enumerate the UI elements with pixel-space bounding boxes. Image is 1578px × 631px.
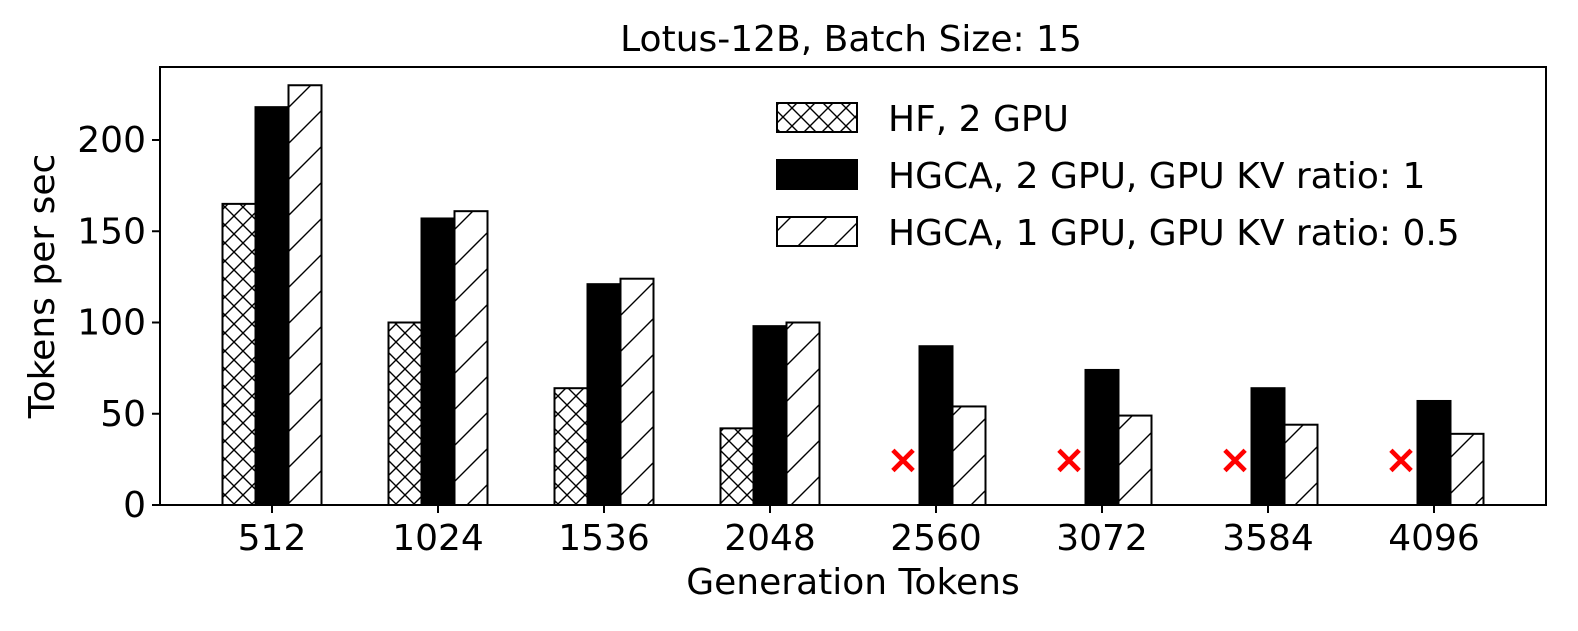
chart-title: Lotus-12B, Batch Size: 15 <box>620 19 1082 60</box>
x-axis-label: Generation Tokens <box>686 562 1019 603</box>
y-tick-label-0: 0 <box>123 485 146 526</box>
y-tick-label-100: 100 <box>77 303 146 344</box>
bar-hgca-1-gpu-gpu-kv-ratio-0-5-3584 <box>1283 423 1319 507</box>
bar-hgca-2-gpu-gpu-kv-ratio-1-2560 <box>918 345 954 506</box>
x-tick-label-2560: 2560 <box>890 518 982 559</box>
bar-hf-2-gpu-1536 <box>553 387 589 507</box>
y-axis-label: Tokens per sec <box>22 154 63 420</box>
bar-hgca-2-gpu-gpu-kv-ratio-1-3584 <box>1250 387 1286 507</box>
bar-hgca-2-gpu-gpu-kv-ratio-1-4096 <box>1416 399 1452 507</box>
bar-hgca-2-gpu-gpu-kv-ratio-1-1024 <box>420 217 456 506</box>
legend-label-hf: HF, 2 GPU <box>888 99 1069 140</box>
legend-swatch-hgca-1gpu <box>776 216 858 247</box>
y-axis: 0 50 100 150 200 <box>77 120 160 526</box>
bar-hgca-1-gpu-gpu-kv-ratio-0-5-1536 <box>619 277 655 507</box>
bar-hf-2-gpu-2048 <box>719 427 755 507</box>
legend-swatch-hgca-2gpu <box>776 159 858 190</box>
x-tick-label-1536: 1536 <box>558 518 650 559</box>
bar-hgca-1-gpu-gpu-kv-ratio-0-5-1024 <box>453 210 489 507</box>
bar-hgca-2-gpu-gpu-kv-ratio-1-3072 <box>1084 368 1120 507</box>
missing-marker-4096: × <box>1384 437 1418 483</box>
x-axis: 512 1024 1536 2048 2560 3072 3584 4096 <box>238 505 1480 559</box>
x-tick-label-512: 512 <box>238 518 307 559</box>
bar-hf-2-gpu-512 <box>221 202 257 506</box>
bar-hgca-1-gpu-gpu-kv-ratio-0-5-512 <box>287 84 323 506</box>
bar-hgca-1-gpu-gpu-kv-ratio-0-5-2560 <box>951 405 987 507</box>
legend-label-hgca-1gpu: HGCA, 1 GPU, GPU KV ratio: 0.5 <box>888 213 1460 254</box>
bar-hgca-1-gpu-gpu-kv-ratio-0-5-3072 <box>1117 414 1153 507</box>
plot-frame <box>159 66 1547 506</box>
missing-markers-layer: × × × × <box>886 437 1418 483</box>
bars-layer <box>221 84 1485 507</box>
missing-marker-3584: × <box>1218 437 1252 483</box>
x-tick-label-2048: 2048 <box>724 518 816 559</box>
x-tick-label-4096: 4096 <box>1388 518 1480 559</box>
bar-hgca-2-gpu-gpu-kv-ratio-1-512 <box>254 106 290 507</box>
missing-marker-3072: × <box>1052 437 1086 483</box>
legend-swatch-hf <box>776 102 858 133</box>
bar-hgca-2-gpu-gpu-kv-ratio-1-2048 <box>752 325 788 506</box>
y-tick-label-150: 150 <box>77 211 146 252</box>
legend-label-hgca-2gpu: HGCA, 2 GPU, GPU KV ratio: 1 <box>888 156 1425 197</box>
bar-hgca-1-gpu-gpu-kv-ratio-0-5-2048 <box>785 321 821 506</box>
y-tick-label-200: 200 <box>77 120 146 161</box>
x-tick-label-3584: 3584 <box>1222 518 1314 559</box>
bar-hgca-2-gpu-gpu-kv-ratio-1-1536 <box>586 283 622 506</box>
bar-hf-2-gpu-1024 <box>387 321 423 506</box>
y-tick-label-50: 50 <box>100 394 146 435</box>
x-tick-label-3072: 3072 <box>1056 518 1148 559</box>
x-tick-label-1024: 1024 <box>392 518 484 559</box>
legend: HF, 2 GPU HGCA, 2 GPU, GPU KV ratio: 1 H… <box>776 99 1460 254</box>
missing-marker-2560: × <box>886 437 920 483</box>
bar-hgca-1-gpu-gpu-kv-ratio-0-5-4096 <box>1449 432 1485 507</box>
